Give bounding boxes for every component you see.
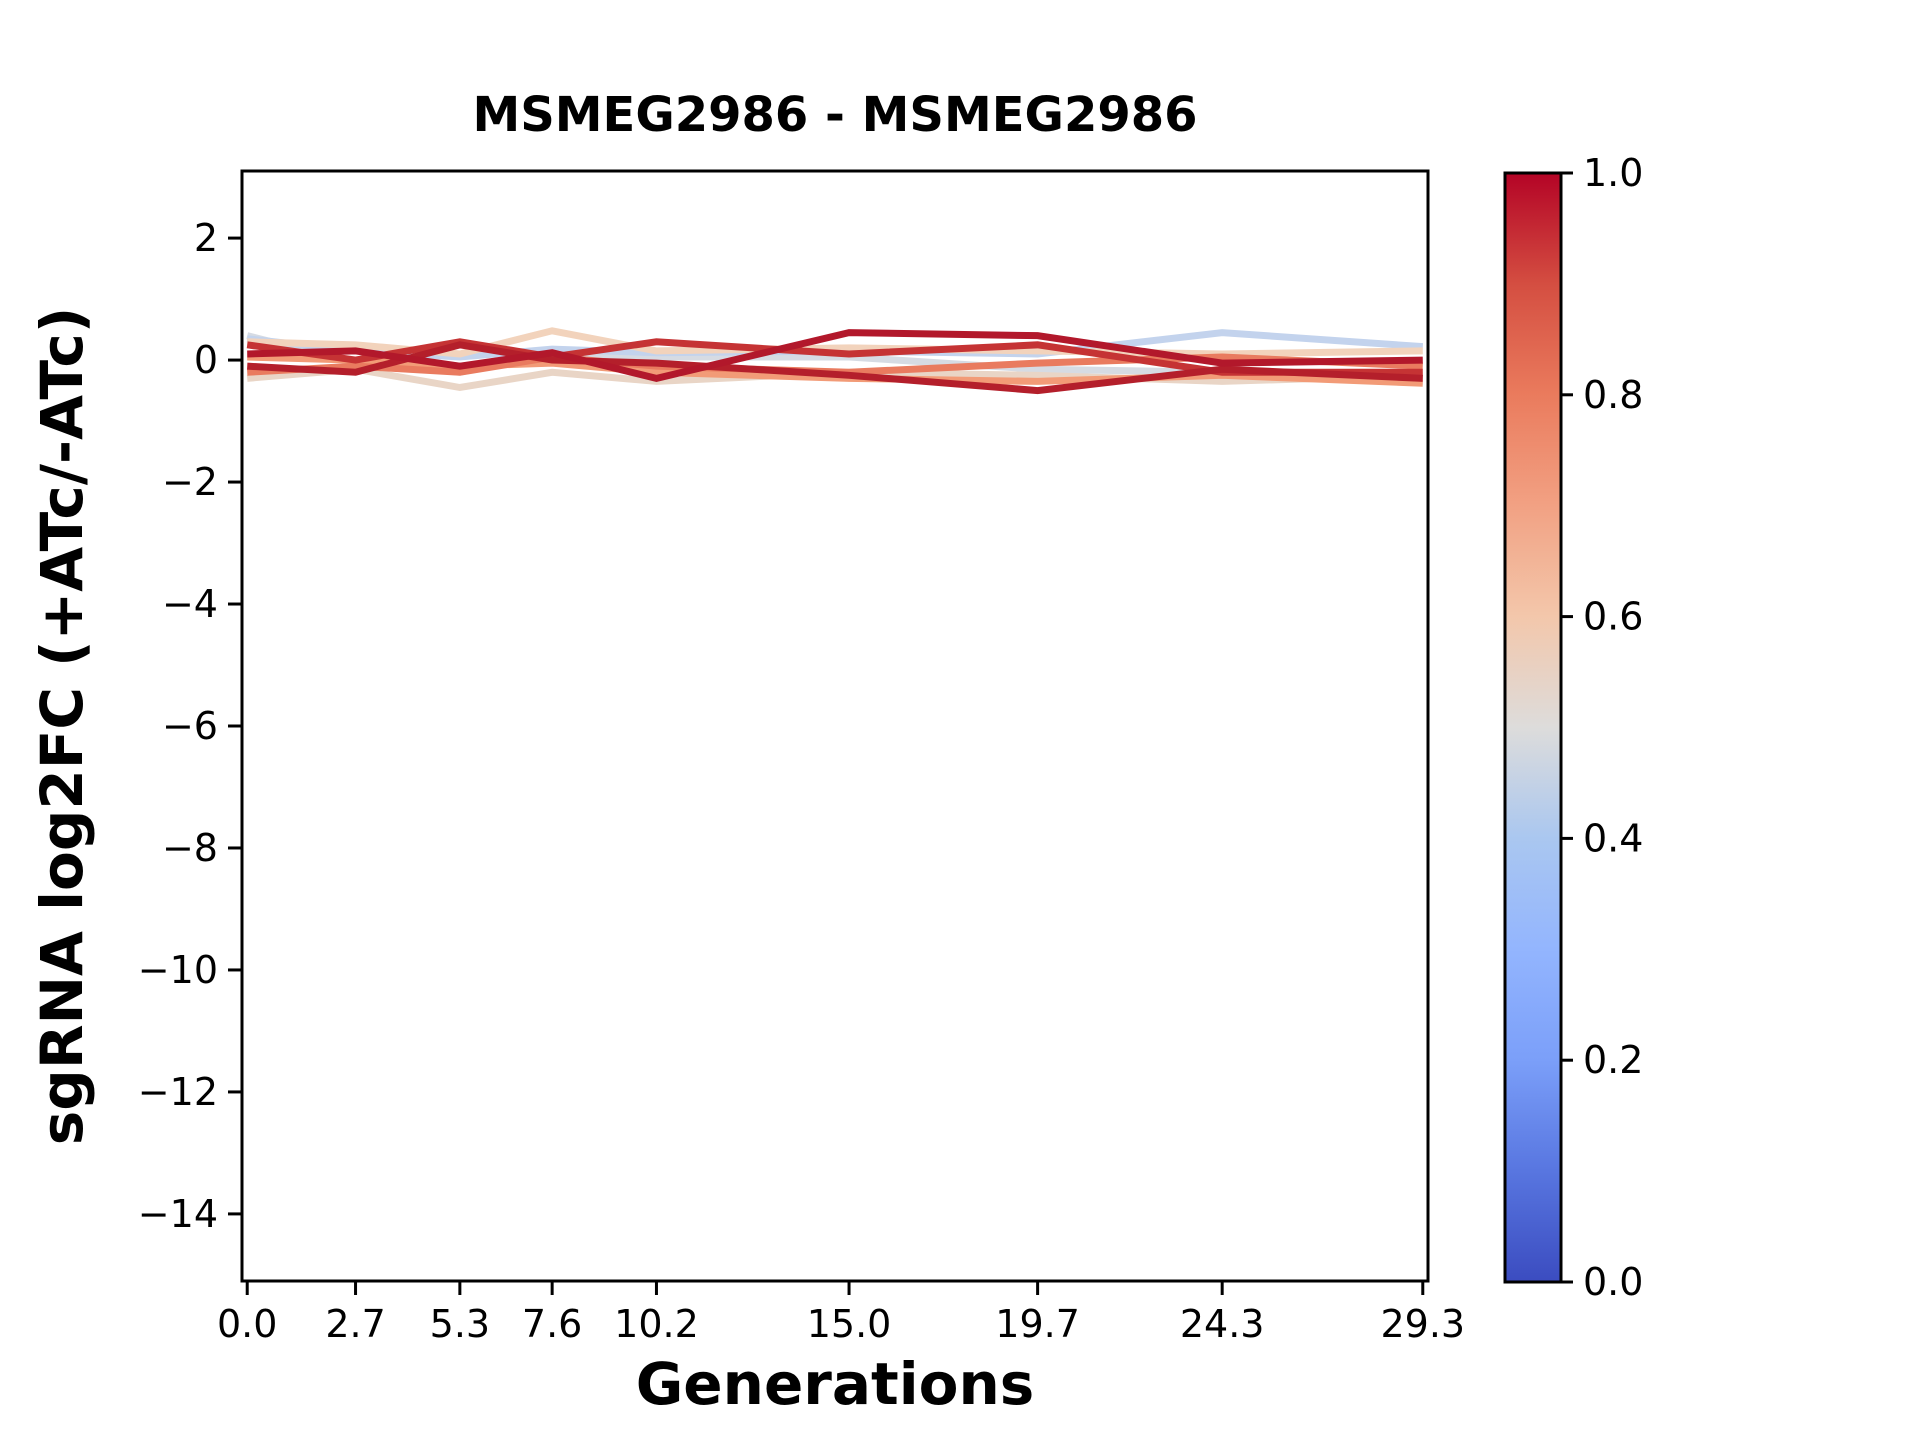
- chart-title: MSMEG2986 - MSMEG2986: [472, 87, 1197, 143]
- x-tick-label: 19.7: [995, 1302, 1080, 1346]
- y-tick-label: −2: [162, 460, 218, 504]
- x-tick-label: 2.7: [325, 1302, 385, 1346]
- y-tick-label: −10: [138, 948, 218, 992]
- x-tick-label: 10.2: [614, 1302, 699, 1346]
- y-tick-label: −4: [162, 582, 218, 626]
- y-tick-label: 0: [194, 338, 218, 382]
- y-tick-label: −12: [138, 1070, 218, 1114]
- x-tick-label: 5.3: [430, 1302, 490, 1346]
- colorbar-tick-label: 0.2: [1583, 1038, 1643, 1082]
- colorbar-tick-label: 1.0: [1583, 151, 1643, 195]
- series-line: [247, 329, 1423, 382]
- x-axis-label: Generations: [636, 1350, 1035, 1418]
- x-tick-label: 7.6: [522, 1302, 582, 1346]
- x-tick-label: 15.0: [807, 1302, 892, 1346]
- y-axis-label: sgRNA log2FC (+ATc/-ATc): [28, 307, 96, 1145]
- colorbar-tick-label: 0.0: [1583, 1260, 1643, 1304]
- colorbar-tick-label: 0.8: [1583, 373, 1643, 417]
- x-tick-label: 29.3: [1380, 1302, 1465, 1346]
- y-tick-label: −6: [162, 704, 218, 748]
- series-line: [247, 341, 1423, 395]
- colorbar-bar: [1503, 171, 1563, 1284]
- x-tick-label: 24.3: [1180, 1302, 1265, 1346]
- y-tick-label: 2: [194, 216, 218, 260]
- y-tick-label: −8: [162, 826, 218, 870]
- y-tick-label: −14: [138, 1192, 218, 1236]
- x-tick-label: 0.0: [217, 1302, 277, 1346]
- y-axis-ticks: 2 0 −2 −4 −6 −8 −10 −12 −14: [138, 216, 242, 1236]
- colorbar-tick-label: 0.6: [1583, 595, 1643, 639]
- colorbar-ticks: 1.0 0.8 0.6 0.4 0.2 0.0: [1561, 151, 1643, 1304]
- colorbar: 1.0 0.8 0.6 0.4 0.2 0.0: [1503, 151, 1643, 1304]
- x-axis-ticks: 0.0 2.7 5.3 7.6 10.2 15.0 19.7 24.3 29.3: [217, 1281, 1465, 1346]
- colorbar-tick-label: 0.4: [1583, 816, 1643, 860]
- series-lines: [246, 327, 1424, 395]
